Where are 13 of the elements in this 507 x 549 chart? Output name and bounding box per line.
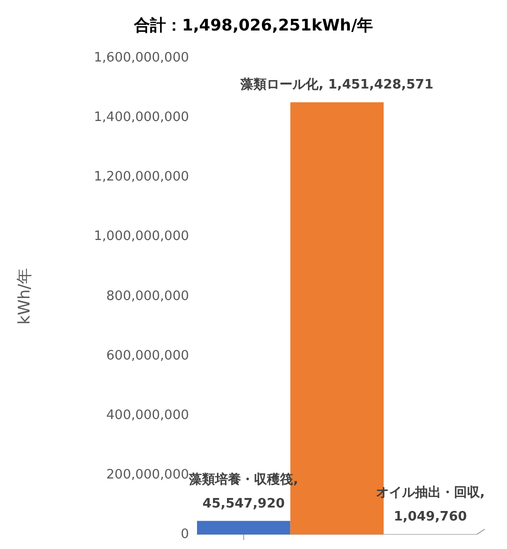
y-tick-label: 800,000,000 bbox=[106, 288, 189, 304]
y-tick-label: 600,000,000 bbox=[106, 348, 189, 364]
y-tick-label: 0 bbox=[180, 527, 189, 542]
y-tick-label: 1,000,000,000 bbox=[94, 229, 189, 244]
y-axis-title: kWh/年 bbox=[14, 268, 34, 325]
chart-title: 合計：1,498,026,251kWh/年 bbox=[132, 16, 374, 34]
y-tick-label: 1,600,000,000 bbox=[94, 50, 189, 66]
y-tick-label: 1,400,000,000 bbox=[94, 110, 189, 126]
data-label: 藻類ロール化, 1,451,428,571 bbox=[240, 76, 434, 93]
bar bbox=[197, 520, 290, 534]
y-tick-label: 200,000,000 bbox=[106, 467, 189, 482]
y-tick-label: 400,000,000 bbox=[106, 408, 189, 423]
y-tick-label: 1,200,000,000 bbox=[94, 170, 189, 185]
